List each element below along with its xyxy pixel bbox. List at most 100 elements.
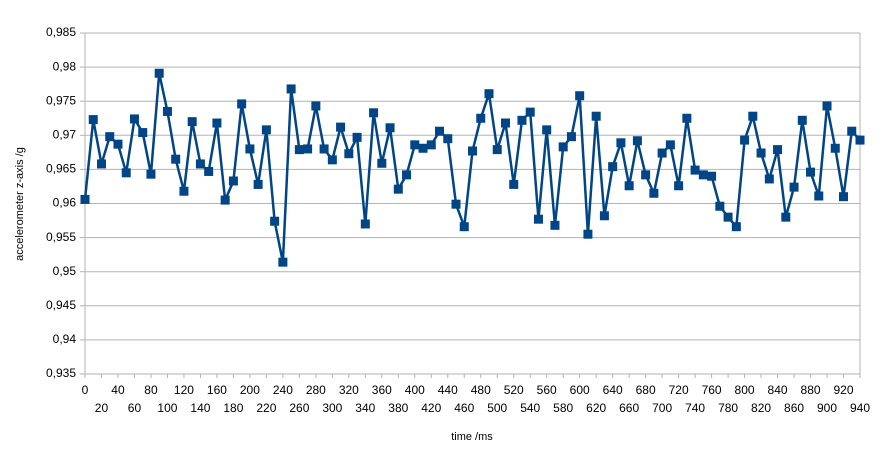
x-tick-label: 400: [405, 383, 425, 397]
point-marker: [550, 220, 560, 230]
point-marker: [154, 68, 164, 78]
point-marker: [385, 123, 395, 133]
point-marker: [228, 176, 238, 186]
x-tick-label: 560: [537, 383, 557, 397]
point-marker: [162, 106, 172, 116]
point-marker: [740, 135, 750, 145]
point-marker: [270, 216, 280, 226]
point-marker: [410, 140, 420, 150]
y-tick-label: 0,975: [46, 93, 76, 107]
x-tick-label: 500: [487, 401, 507, 415]
point-marker: [665, 140, 675, 150]
x-tick-label: 540: [520, 401, 540, 415]
point-marker: [286, 84, 296, 94]
point-marker: [319, 144, 329, 154]
point-marker: [377, 158, 387, 168]
point-marker: [426, 140, 436, 150]
point-marker: [781, 212, 791, 222]
point-marker: [352, 132, 362, 142]
point-marker: [690, 165, 700, 175]
point-marker: [245, 144, 255, 154]
x-tick-label: 340: [355, 401, 375, 415]
point-marker: [402, 170, 412, 180]
y-tick-label: 0,985: [46, 25, 76, 39]
x-tick-label: 660: [619, 401, 639, 415]
point-marker: [822, 101, 832, 111]
point-marker: [723, 212, 733, 222]
point-marker: [187, 117, 197, 127]
x-tick-label: 420: [421, 401, 441, 415]
point-marker: [542, 125, 552, 135]
x-tick-label: 100: [157, 401, 177, 415]
point-marker: [839, 192, 849, 202]
point-marker: [599, 211, 609, 221]
point-marker: [261, 125, 271, 135]
y-tick-label: 0,96: [53, 196, 77, 210]
point-marker: [88, 115, 98, 125]
x-tick-label: 260: [289, 401, 309, 415]
point-marker: [509, 179, 519, 189]
x-tick-label: 300: [322, 401, 342, 415]
point-marker: [748, 111, 758, 121]
point-marker: [278, 257, 288, 267]
point-marker: [608, 162, 618, 172]
point-marker: [113, 139, 123, 149]
point-marker: [253, 179, 263, 189]
x-axis-title: time /ms: [451, 431, 493, 443]
point-marker: [360, 219, 370, 229]
point-marker: [369, 108, 379, 118]
point-marker: [344, 149, 354, 159]
point-marker: [674, 181, 684, 191]
point-marker: [847, 126, 857, 136]
point-marker: [500, 118, 510, 128]
x-tick-label: 680: [636, 383, 656, 397]
y-tick-label: 0,95: [53, 264, 77, 278]
point-marker: [517, 115, 527, 125]
point-marker: [327, 155, 337, 165]
point-marker: [80, 194, 90, 204]
point-marker: [484, 89, 494, 99]
point-marker: [756, 148, 766, 158]
x-tick-label: 200: [240, 383, 260, 397]
point-marker: [393, 184, 403, 194]
point-marker: [418, 143, 428, 153]
point-marker: [806, 167, 816, 177]
point-marker: [220, 195, 230, 205]
point-marker: [575, 91, 585, 101]
point-marker: [814, 191, 824, 201]
point-marker: [525, 107, 535, 117]
point-marker: [336, 122, 346, 132]
x-tick-label: 860: [784, 401, 804, 415]
point-marker: [96, 159, 106, 169]
point-marker: [707, 171, 717, 181]
x-tick-label: 740: [685, 401, 705, 415]
point-marker: [204, 166, 214, 176]
x-tick-label: 820: [751, 401, 771, 415]
x-tick-label: 160: [207, 383, 227, 397]
x-tick-label: 460: [454, 401, 474, 415]
x-tick-label: 880: [801, 383, 821, 397]
y-tick-label: 0,98: [53, 59, 77, 73]
point-marker: [459, 222, 469, 232]
x-tick-label: 640: [603, 383, 623, 397]
point-marker: [121, 168, 131, 178]
y-tick-label: 0,955: [46, 230, 76, 244]
x-tick-label: 520: [504, 383, 524, 397]
point-marker: [237, 99, 247, 109]
x-tick-label: 800: [735, 383, 755, 397]
point-marker: [533, 214, 543, 224]
x-tick-label: 140: [190, 401, 210, 415]
x-tick-label: 120: [174, 383, 194, 397]
x-tick-label: 440: [438, 383, 458, 397]
point-marker: [632, 136, 642, 146]
point-marker: [451, 199, 461, 209]
y-tick-label: 0,94: [53, 332, 77, 346]
x-tick-label: 620: [586, 401, 606, 415]
y-tick-label: 0,945: [46, 298, 76, 312]
x-tick-label: 20: [95, 401, 109, 415]
point-marker: [624, 181, 634, 191]
x-tick-label: 60: [128, 401, 142, 415]
point-marker: [773, 145, 783, 155]
x-tick-label: 840: [768, 383, 788, 397]
point-marker: [789, 182, 799, 192]
